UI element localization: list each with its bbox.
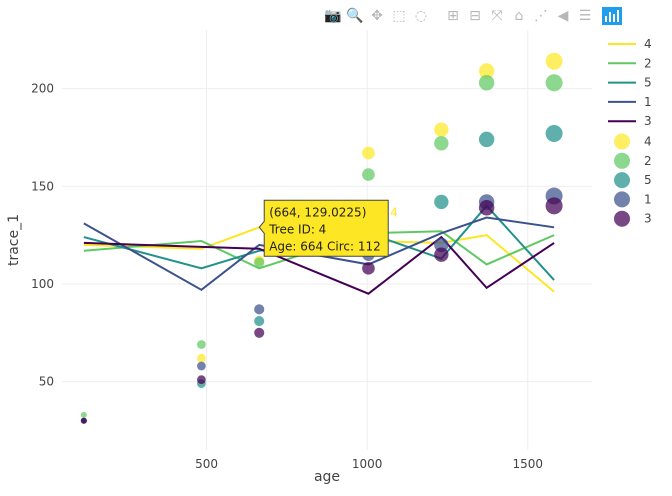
zoom-icon[interactable]: 🔍 xyxy=(346,8,364,24)
pan-icon[interactable]: ✥ xyxy=(371,8,383,24)
marker-traces xyxy=(80,52,563,424)
y-axis-title: trace_1 xyxy=(6,214,22,266)
marker-point-4[interactable] xyxy=(197,353,206,363)
marker-point-5[interactable] xyxy=(254,316,265,327)
marker-point-3[interactable] xyxy=(254,327,265,338)
legend-label: 4 xyxy=(644,37,652,51)
marker-point-4[interactable] xyxy=(478,63,495,79)
marker-point-2[interactable] xyxy=(80,411,87,418)
marker-point-5[interactable] xyxy=(478,131,495,148)
hover-tooltip: (664, 129.0225) Tree ID: 4 Age: 664 Circ: … xyxy=(258,199,398,257)
legend: 4 2 5 1 3 4 2 5 1 3 xyxy=(608,37,652,227)
legend-label: 2 xyxy=(644,56,652,70)
marker-point-5[interactable] xyxy=(545,125,563,143)
marker-point-3[interactable] xyxy=(80,417,87,424)
x-axis-title: age xyxy=(314,469,340,485)
modebar: 📷 🔍 ✥ ⬚ ◌ ⊞ ⊟ ⤧ ⌂ ⋰ ◀ ☰ xyxy=(322,6,622,26)
y-tick-label: 150 xyxy=(31,179,54,193)
legend-item-marker-1[interactable]: 1 xyxy=(614,191,652,208)
marker-point-3[interactable] xyxy=(545,197,563,215)
marker-point-3[interactable] xyxy=(362,261,375,275)
y-tick-label: 50 xyxy=(39,375,54,389)
legend-item-marker-2[interactable]: 2 xyxy=(614,152,652,169)
tooltip-trace-name: 4 xyxy=(390,205,398,219)
legend-marker-swatch xyxy=(614,172,630,189)
spike-lines-icon[interactable]: ⋰ xyxy=(534,8,548,24)
marker-point-1[interactable] xyxy=(254,304,265,315)
line-series-3[interactable] xyxy=(83,235,555,295)
tooltip-line: Tree ID: 4 xyxy=(268,222,326,236)
legend-label: 5 xyxy=(644,173,652,187)
x-tick-label: 1000 xyxy=(352,457,383,471)
legend-label: 3 xyxy=(644,114,652,128)
marker-point-2[interactable] xyxy=(545,74,563,92)
marker-point-2[interactable] xyxy=(197,340,206,349)
legend-item-line-5[interactable]: 5 xyxy=(608,76,652,90)
legend-label: 2 xyxy=(644,154,652,168)
marker-point-4[interactable] xyxy=(362,146,375,160)
marker-point-5[interactable] xyxy=(434,194,449,210)
legend-item-line-4[interactable]: 4 xyxy=(608,37,652,51)
legend-item-marker-3[interactable]: 3 xyxy=(614,210,652,227)
hover-closest-icon[interactable]: ◀ xyxy=(557,8,569,24)
y-tick-label: 200 xyxy=(31,82,54,96)
reset-axes-icon[interactable]: ⌂ xyxy=(514,8,524,24)
marker-point-2[interactable] xyxy=(478,75,495,91)
marker-point-4[interactable] xyxy=(434,122,449,137)
box-select-icon[interactable]: ⬚ xyxy=(392,8,406,24)
legend-label: 1 xyxy=(644,95,652,109)
x-tick-label: 500 xyxy=(195,457,218,471)
tooltip-line: Age: 664 Circ: 112 xyxy=(269,239,381,253)
legend-item-line-2[interactable]: 2 xyxy=(608,56,652,70)
legend-item-line-3[interactable]: 3 xyxy=(608,114,652,128)
legend-marker-swatch xyxy=(614,210,630,227)
hover-compare-icon[interactable]: ☰ xyxy=(578,8,592,24)
marker-point-2[interactable] xyxy=(434,136,449,151)
legend-label: 4 xyxy=(644,135,652,149)
grid-lines xyxy=(62,30,592,450)
legend-item-marker-5[interactable]: 5 xyxy=(614,172,652,189)
tooltip-line: (664, 129.0225) xyxy=(269,205,366,219)
lasso-select-icon[interactable]: ◌ xyxy=(414,8,428,24)
x-tick-label: 1500 xyxy=(512,457,543,471)
legend-item-line-1[interactable]: 1 xyxy=(608,95,652,109)
axes: 500 1000 1500 50 100 150 200 xyxy=(31,82,543,471)
legend-marker-swatch xyxy=(614,191,630,208)
zoom-in-icon[interactable]: ⊞ xyxy=(447,8,459,24)
camera-icon[interactable]: 📷 xyxy=(324,8,342,24)
legend-marker-swatch xyxy=(614,152,630,169)
marker-point-2[interactable] xyxy=(362,168,375,181)
marker-point-2[interactable] xyxy=(254,257,265,268)
legend-label: 3 xyxy=(644,212,652,226)
autoscale-icon[interactable]: ⤧ xyxy=(491,8,503,24)
y-tick-label: 100 xyxy=(31,277,54,291)
plotly-logo-icon[interactable] xyxy=(602,7,622,25)
tooltip-box xyxy=(258,199,389,257)
marker-point-3[interactable] xyxy=(434,247,449,262)
marker-point-3[interactable] xyxy=(478,200,495,216)
legend-marker-swatch xyxy=(614,133,630,150)
marker-point-1[interactable] xyxy=(197,361,206,371)
marker-point-4[interactable] xyxy=(545,52,563,70)
legend-item-marker-4[interactable]: 4 xyxy=(614,133,652,150)
zoom-out-icon[interactable]: ⊟ xyxy=(469,8,481,24)
legend-label: 5 xyxy=(644,76,652,90)
marker-point-3[interactable] xyxy=(197,375,206,385)
legend-label: 1 xyxy=(644,192,652,206)
